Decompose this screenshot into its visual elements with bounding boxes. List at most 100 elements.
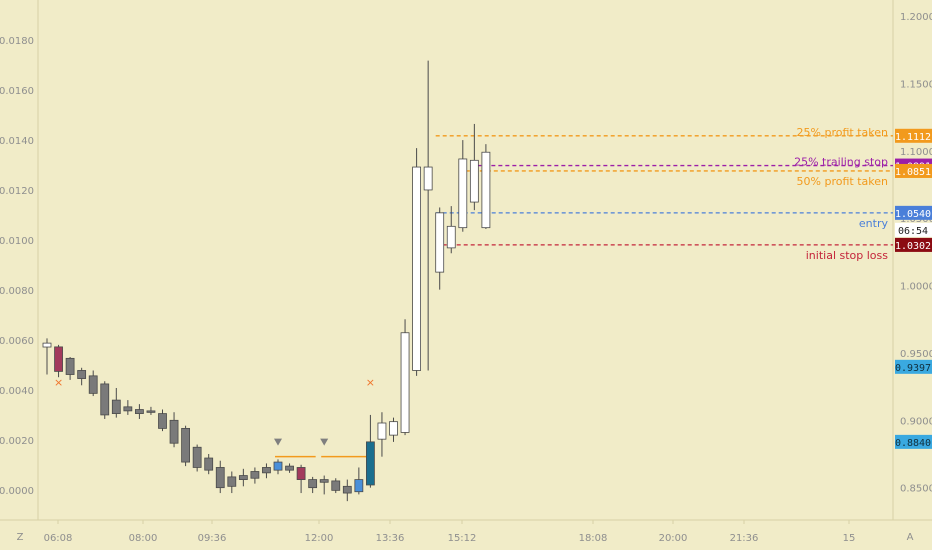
candle-body — [134, 409, 144, 414]
candle-body — [377, 422, 387, 440]
price-badge — [895, 222, 932, 237]
candle-body — [331, 480, 341, 491]
time-tick-label: 21:36 — [730, 533, 759, 544]
price-badge — [895, 359, 932, 374]
right-tick-label: 1.0000 — [900, 282, 932, 293]
candle-body — [285, 465, 294, 471]
candle-body — [354, 479, 364, 493]
candle-body — [273, 461, 283, 471]
time-tick-label: 15 — [843, 533, 856, 544]
candle-body — [342, 485, 352, 494]
candle-body — [319, 479, 329, 483]
corner-label-right[interactable]: A — [907, 532, 914, 543]
level-lines — [435, 135, 893, 246]
level-label: initial stop loss — [806, 249, 889, 262]
time-tick-label: 13:36 — [376, 533, 405, 544]
level-label: 25% profit taken — [797, 126, 888, 139]
price-badge — [895, 237, 932, 252]
time-tick-label: 06:08 — [44, 533, 73, 544]
right-tick-label: 1.1000 — [900, 147, 932, 158]
candle-body — [100, 383, 110, 416]
candle-body — [296, 467, 306, 480]
candle-body — [365, 441, 375, 486]
x-marker: × — [366, 376, 375, 389]
price-badge — [895, 205, 932, 220]
price-badge — [895, 163, 932, 178]
time-tick-label: 18:08 — [579, 533, 608, 544]
time-axis: 06:08 08:00 09:36 12:00 13:36 15:12 18:08 20:00… — [44, 520, 856, 544]
level-label: 25% trailing stop — [794, 156, 888, 169]
candle-body — [308, 479, 318, 489]
candle-body — [481, 151, 491, 229]
candle-body — [446, 225, 456, 249]
left-tick-label: 0.0080 — [0, 286, 34, 297]
candle-body — [123, 406, 133, 412]
candle-body — [88, 375, 98, 394]
candle-body — [169, 419, 179, 444]
candle-body — [435, 212, 445, 273]
candle-body — [158, 413, 167, 429]
candle-body — [192, 446, 202, 468]
price-badge-text: 0.8840 — [895, 438, 931, 449]
down-triangle-marker — [274, 438, 282, 446]
candle-body — [412, 166, 422, 371]
left-tick-label: 0.0040 — [0, 386, 34, 397]
price-badge — [895, 128, 932, 143]
x-marker: × — [54, 376, 63, 389]
candle-body — [65, 357, 75, 375]
annotations: × × — [54, 376, 375, 458]
time-tick-label: 09:36 — [198, 533, 227, 544]
candle-body — [146, 410, 156, 413]
left-tick-label: 0.0160 — [0, 86, 34, 97]
candle-body — [54, 346, 63, 372]
left-tick-label: 0.0060 — [0, 336, 34, 347]
candle-body — [42, 342, 52, 348]
left-tick-label: 0.0020 — [0, 436, 34, 447]
candle-body — [250, 471, 260, 479]
corner-label-left[interactable]: Z — [17, 532, 24, 543]
time-tick-label: 08:00 — [129, 533, 158, 544]
right-tick-label: 1.1500 — [900, 80, 932, 91]
candles — [42, 60, 491, 502]
candle-body — [238, 475, 248, 480]
price-badge-text: 1.1112 — [895, 132, 931, 143]
price-badge-text: 1.0851 — [895, 167, 931, 178]
candle-body — [469, 159, 479, 203]
price-badge-text: 0.9397 — [895, 363, 931, 374]
level-label: entry — [859, 217, 889, 230]
price-badge-text: 1.0540 — [895, 209, 931, 220]
candle-body — [389, 421, 398, 436]
right-tick-label: 0.9000 — [900, 416, 932, 427]
candle-body — [227, 476, 237, 487]
candle-body — [77, 370, 87, 379]
price-badge — [895, 434, 932, 449]
time-tick-label: 12:00 — [305, 533, 334, 544]
candle-body — [262, 467, 271, 474]
level-labels: 25% profit taken 25% trailing stop 50% pro… — [794, 126, 888, 262]
candle-body — [111, 399, 121, 414]
left-tick-label: 0.0140 — [0, 136, 34, 147]
right-tick-label: 0.9500 — [900, 349, 932, 360]
candle-body — [181, 427, 191, 463]
candle-body — [204, 457, 214, 471]
left-axis: 0.0000 0.0020 0.0040 0.0060 0.0080 0.0100 0.01… — [0, 36, 34, 497]
time-tick-label: 15:12 — [448, 533, 477, 544]
candle-body — [215, 467, 225, 489]
right-tick-label: 1.2000 — [900, 12, 932, 23]
candle-body — [423, 166, 433, 191]
axis-lines — [0, 0, 932, 521]
down-triangle-marker — [320, 438, 329, 446]
price-badge-text: 1.0302 — [895, 241, 931, 252]
level-label: 50% profit taken — [797, 175, 888, 188]
time-tick-label: 20:00 — [659, 533, 688, 544]
price-badges: 06:540.93970.88401.11121.08911.08511.054… — [895, 128, 932, 449]
candle-body — [400, 332, 410, 433]
price-badge-text: 06:54 — [898, 226, 928, 237]
left-tick-label: 0.0120 — [0, 186, 34, 197]
left-tick-label: 0.0000 — [0, 486, 34, 497]
right-tick-label: 0.8500 — [900, 484, 932, 495]
left-tick-label: 0.0100 — [0, 236, 34, 247]
candle-body — [458, 158, 468, 229]
